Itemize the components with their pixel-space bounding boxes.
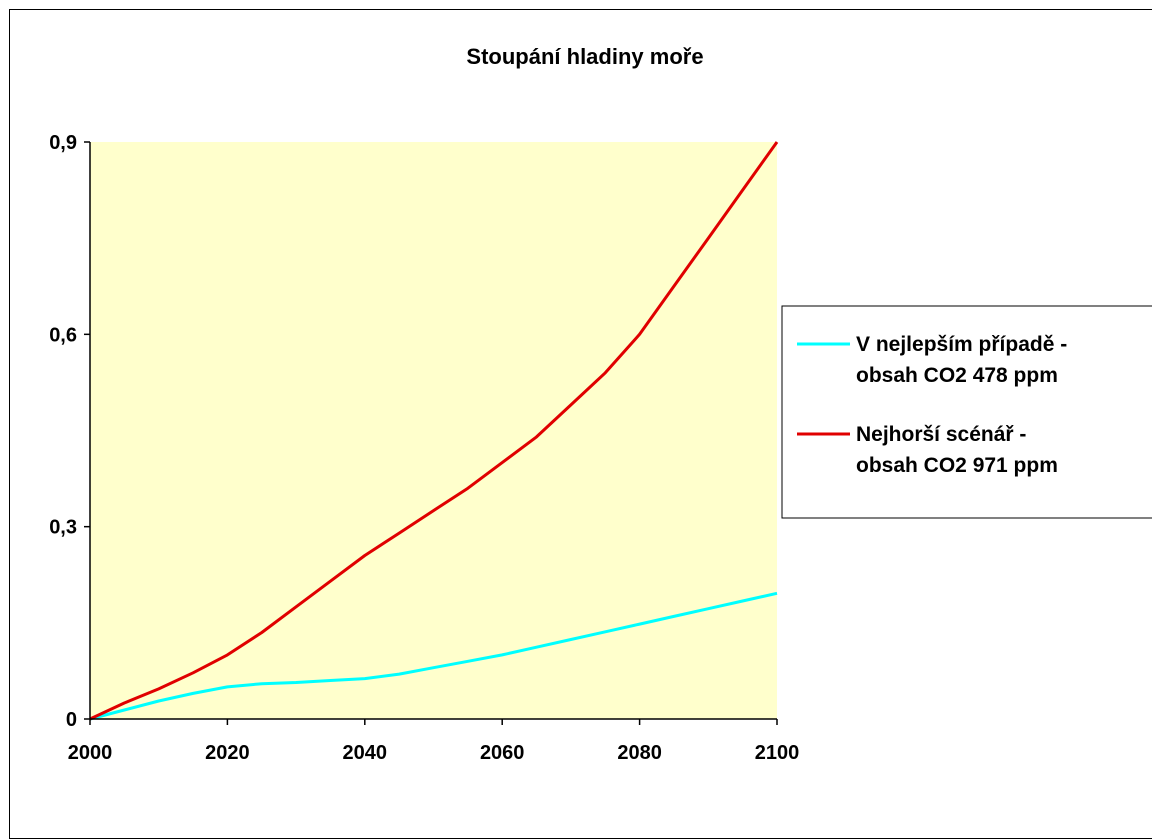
x-tick-label: 2080 (617, 742, 662, 764)
y-tick-label: 0,9 (49, 132, 77, 154)
legend: V nejlepším případě - obsah CO2 478 ppm Ne… (781, 305, 1152, 519)
legend-box (781, 305, 1152, 519)
y-tick-label: 0,6 (49, 324, 77, 346)
plot-area (90, 142, 777, 719)
series-line-0 (89, 591, 778, 721)
series-line-1 (89, 141, 779, 721)
x-tick-label: 2020 (205, 742, 250, 764)
legend-label-1: obsah CO2 971 ppm (856, 454, 1058, 477)
y-tick-label: 0 (66, 709, 77, 731)
x-tick-label: 2000 (68, 742, 113, 764)
x-tick-label: 2060 (480, 742, 525, 764)
legend-label-0: V nejlepším případě - (856, 333, 1067, 356)
legend-label-0: obsah CO2 478 ppm (856, 364, 1058, 387)
legend-label-1: Nejhorší scénář - (856, 423, 1026, 446)
y-tick-label: 0,3 (49, 517, 77, 539)
x-tick-label: 2040 (343, 742, 388, 764)
chart-title: Stoupání hladiny moře (466, 44, 703, 69)
x-tick-label: 2100 (755, 742, 800, 764)
